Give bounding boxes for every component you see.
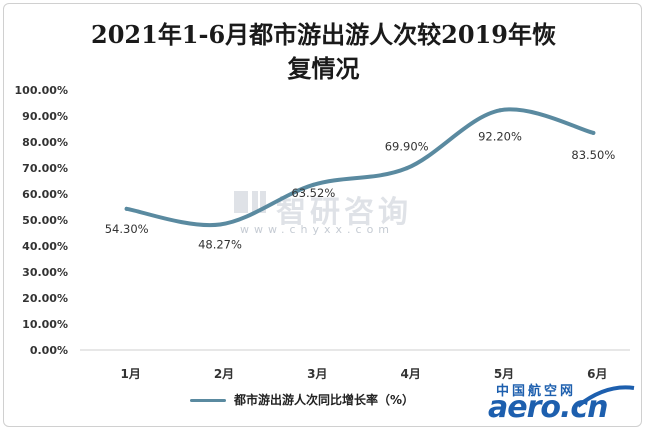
series-line	[124, 107, 596, 228]
watermark-url: www.chyxx.com	[240, 223, 395, 236]
x-axis: 1月 2月 3月 4月 5月 6月	[80, 349, 630, 381]
y-tick-label: 70.00%	[22, 162, 68, 175]
data-labels: 54.30% 48.27% 63.52% 69.90% 92.20% 83.50%	[105, 129, 616, 251]
chart-frame	[3, 3, 642, 427]
y-tick-label: 20.00%	[22, 292, 68, 305]
logo-en-text: aero.cn	[488, 390, 609, 425]
chart-title-line1: 2021年1-6月都市游出游人次较2019年恢	[91, 20, 556, 49]
data-label: 83.50%	[571, 148, 615, 162]
data-label: 54.30%	[105, 222, 149, 236]
data-label: 63.52%	[291, 186, 335, 200]
y-tick-label: 80.00%	[22, 136, 68, 149]
legend-label: 都市游出游人次同比增长率（%）	[234, 393, 415, 407]
plane-swoosh-icon	[576, 385, 635, 408]
y-tick-label: 60.00%	[22, 188, 68, 201]
series-layer	[124, 107, 596, 228]
watermark: 智研咨询 www.chyxx.com	[232, 187, 408, 236]
legend-swatch	[190, 399, 226, 402]
y-tick-label: 90.00%	[22, 110, 68, 123]
data-label: 48.27%	[198, 237, 242, 251]
y-tick-label: 100.00%	[15, 84, 68, 97]
y-axis: 0.00% 10.00% 20.00% 30.00% 40.00% 50.00% 60.00…	[15, 84, 68, 357]
data-point	[218, 222, 222, 227]
data-point	[591, 130, 596, 135]
data-label: 69.90%	[385, 139, 429, 153]
watermark-logo-icon	[234, 191, 266, 213]
y-tick-label: 50.00%	[22, 214, 68, 227]
y-tick-label: 40.00%	[22, 240, 68, 253]
chart-title: 2021年1-6月都市游出游人次较2019年恢 复情况	[0, 18, 647, 86]
x-tick-label: 6月	[587, 367, 607, 381]
chart-title-line2: 复情况	[287, 54, 360, 83]
x-tick-label: 4月	[400, 367, 420, 381]
watermark-text: 智研咨询	[276, 195, 412, 230]
aero-logo: 中国航空网 aero.cn	[488, 380, 643, 428]
data-point	[404, 166, 409, 171]
x-tick-label: 3月	[307, 367, 327, 381]
x-tick-label: 1月	[120, 367, 140, 381]
x-tick-label: 2月	[214, 367, 234, 381]
y-tick-label: 30.00%	[22, 266, 68, 279]
y-tick-label: 10.00%	[22, 318, 68, 331]
x-tick-label: 5月	[494, 367, 514, 381]
logo-cn-text: 中国航空网	[496, 384, 577, 399]
data-point	[498, 108, 502, 113]
data-point	[311, 182, 316, 187]
data-point	[124, 206, 129, 211]
data-label: 92.20%	[478, 129, 522, 143]
y-tick-label: 0.00%	[30, 344, 68, 357]
